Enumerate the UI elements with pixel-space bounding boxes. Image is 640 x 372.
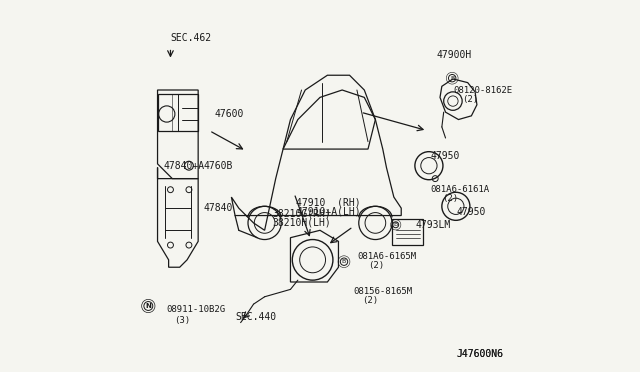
Text: (2): (2) bbox=[462, 95, 478, 104]
Bar bbox=[157, 94, 198, 131]
Text: 47900H: 47900H bbox=[436, 50, 472, 60]
Text: 47910+A(LH): 47910+A(LH) bbox=[296, 207, 360, 217]
Text: 4760B: 4760B bbox=[204, 161, 233, 171]
Text: 47950: 47950 bbox=[431, 151, 460, 161]
Text: SEC.462: SEC.462 bbox=[170, 33, 212, 43]
Text: 081A6-6165M: 081A6-6165M bbox=[357, 251, 416, 261]
Text: 38210G(RH): 38210G(RH) bbox=[272, 209, 331, 219]
Text: 08120-8162E: 08120-8162E bbox=[453, 86, 512, 94]
Text: B: B bbox=[342, 259, 346, 264]
Text: 38210H(LH): 38210H(LH) bbox=[272, 218, 331, 228]
Text: SEC.440: SEC.440 bbox=[235, 312, 276, 322]
Text: 081A6-6161A: 081A6-6161A bbox=[431, 185, 490, 194]
Text: 47910  (RH): 47910 (RH) bbox=[296, 198, 360, 208]
Text: 4793LM: 4793LM bbox=[416, 220, 451, 230]
Text: 47600: 47600 bbox=[215, 109, 244, 119]
Text: 08156-8165M: 08156-8165M bbox=[353, 287, 412, 296]
Text: B: B bbox=[394, 222, 398, 227]
Text: 47950: 47950 bbox=[456, 207, 486, 217]
Text: J47600N6: J47600N6 bbox=[456, 349, 504, 359]
Text: (3): (3) bbox=[174, 316, 190, 325]
Text: 47840+A: 47840+A bbox=[163, 161, 204, 171]
Text: J47600N6: J47600N6 bbox=[456, 349, 504, 359]
Text: N: N bbox=[145, 303, 151, 309]
Text: 47840: 47840 bbox=[204, 203, 233, 213]
Text: (2): (2) bbox=[442, 195, 458, 203]
Text: B: B bbox=[450, 76, 454, 81]
Text: (2): (2) bbox=[362, 296, 379, 305]
Text: (2): (2) bbox=[368, 261, 384, 270]
Text: 08911-10B2G: 08911-10B2G bbox=[167, 305, 226, 314]
